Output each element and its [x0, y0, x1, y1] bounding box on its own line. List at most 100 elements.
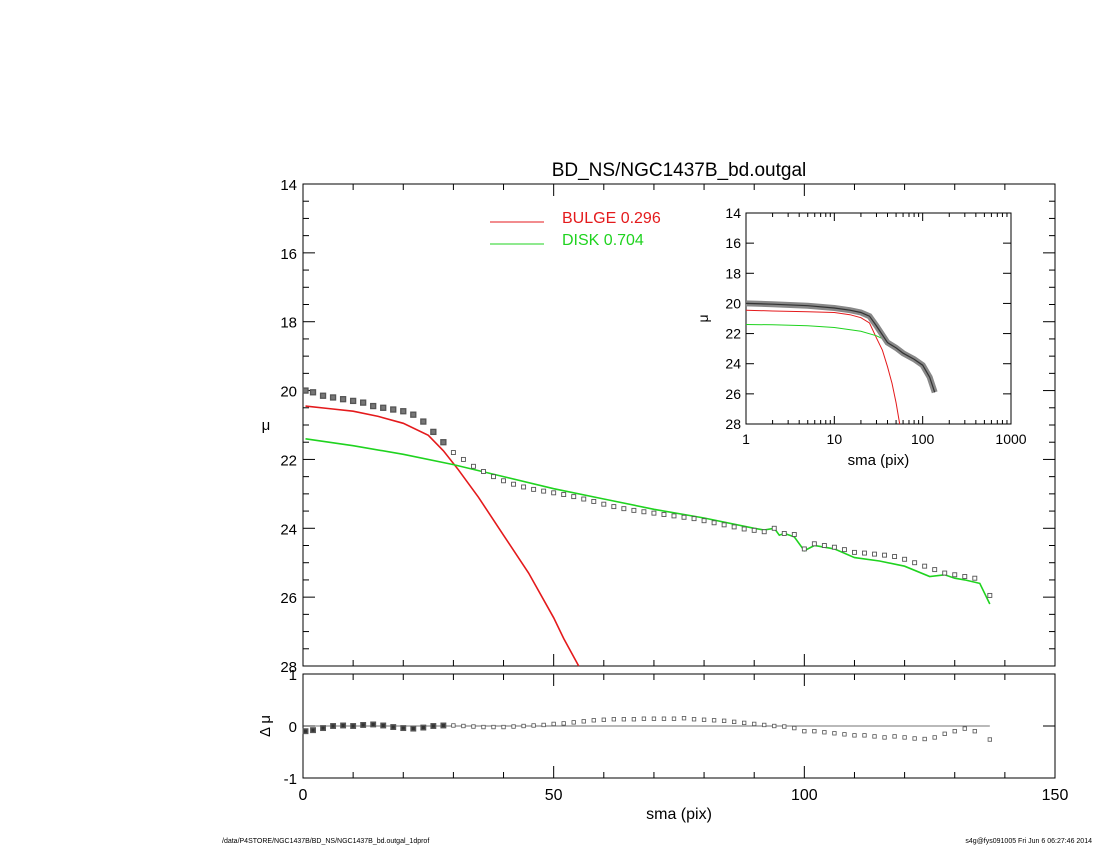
data-point [302, 387, 309, 394]
residual-point [671, 716, 677, 721]
main-ytick-label: 24 [280, 521, 297, 538]
data-point [360, 399, 367, 406]
data-point [691, 516, 697, 522]
main-ytick-label: 18 [280, 315, 297, 332]
data-point [701, 518, 707, 524]
data-point [631, 507, 637, 513]
residual-point [320, 725, 327, 732]
data-point [601, 501, 607, 507]
residual-point [400, 725, 407, 732]
inset-ytick-label: 14 [725, 205, 741, 221]
data-point [841, 547, 847, 553]
data-point [521, 484, 527, 490]
residual-point [721, 718, 727, 723]
residual-point [420, 724, 427, 731]
data-point [751, 527, 757, 533]
data-point [882, 552, 887, 558]
residual-xtick-label: 0 [299, 787, 308, 804]
data-point [661, 512, 667, 517]
inset-ytick-label: 18 [725, 265, 741, 281]
inset-ytick-label: 26 [725, 386, 741, 402]
residual-point [561, 721, 566, 726]
inset-xtick-label: 1 [742, 431, 750, 447]
chart-title: BD_NS/NGC1437B_bd.outgal [552, 160, 807, 181]
residual-point [872, 734, 877, 739]
data-point [370, 402, 377, 410]
residual-point [972, 729, 977, 734]
data-point [339, 396, 347, 403]
data-point [511, 481, 517, 487]
residual-point [330, 723, 337, 729]
main-ytick-label: 26 [280, 590, 297, 607]
residual-point [681, 716, 687, 721]
residual-point [832, 731, 837, 736]
data-point [501, 478, 506, 484]
residual-point [641, 716, 647, 721]
data-point [621, 506, 627, 512]
data-point [942, 570, 948, 576]
residual-ytick-label: -1 [284, 771, 297, 788]
inset-ytick-label: 16 [725, 235, 741, 251]
residual-point [892, 734, 897, 739]
residual-point [581, 719, 586, 724]
inset-data-profile-core [745, 302, 936, 393]
residual-ytick-label: 1 [289, 667, 297, 684]
inset-plot-frame [745, 212, 1012, 425]
data-point [902, 556, 908, 562]
residual-point [390, 724, 397, 730]
inset-data-profile [745, 300, 938, 394]
footer-timestamp: s4g@fys091005 Fri Jun 6 06:27:46 2014 [965, 838, 1092, 845]
data-point [801, 546, 807, 552]
data-point [531, 486, 537, 492]
data-point [952, 572, 958, 578]
data-point [611, 504, 617, 510]
main-ytick-label: 28 [280, 659, 297, 676]
residual-point [742, 720, 747, 726]
data-point [711, 520, 717, 526]
data-point [721, 522, 727, 528]
data-point [872, 551, 877, 557]
main-plot-frame [302, 183, 1056, 667]
data-point [771, 525, 777, 531]
data-point [571, 494, 577, 500]
data-point [821, 543, 827, 548]
data-point [561, 492, 567, 497]
main-panel: 14 16 18 20 22 24 26 28 μ BULGE 0.296 DISK 0.704 [262, 177, 1056, 676]
residual-point [380, 722, 387, 729]
residual-point [962, 726, 967, 731]
residual-point [310, 727, 316, 734]
residual-point [521, 723, 526, 729]
data-point [460, 456, 466, 462]
residual-point [621, 717, 627, 722]
inset-ytick-label: 22 [725, 326, 741, 342]
legend-label: BULGE 0.296 [562, 210, 661, 227]
inset-xtick-label: 1000 [995, 431, 1026, 447]
residual-point [822, 730, 827, 735]
data-point [400, 408, 407, 415]
data-point [329, 394, 337, 401]
inset-ytick-label: 24 [725, 356, 741, 372]
main-ytick-label: 22 [280, 452, 297, 469]
series-disk-line [305, 438, 991, 605]
data-point [681, 514, 687, 520]
residual-point [711, 718, 717, 723]
residual-xlabel: sma (pix) [646, 806, 712, 823]
residual-point [792, 725, 797, 731]
residual-point [591, 718, 596, 723]
residual-point [762, 722, 767, 728]
residual-point [912, 736, 917, 741]
data-point [741, 526, 747, 532]
footer-file-path: /data/P4STORE/NGC1437B/BD_NS/NGC1437B_bd… [222, 838, 430, 845]
data-point [319, 392, 327, 399]
data-point [831, 544, 837, 550]
residual-ylabel: Δ μ [257, 715, 274, 737]
inset-xtick-label: 10 [827, 431, 843, 447]
residual-point [551, 721, 556, 727]
residual-point [531, 723, 536, 728]
residual-point [481, 724, 486, 730]
residual-point [461, 723, 466, 729]
data-point [410, 411, 417, 418]
main-ytick-label: 14 [280, 177, 297, 194]
inset-xlabel: sma (pix) [848, 452, 910, 469]
